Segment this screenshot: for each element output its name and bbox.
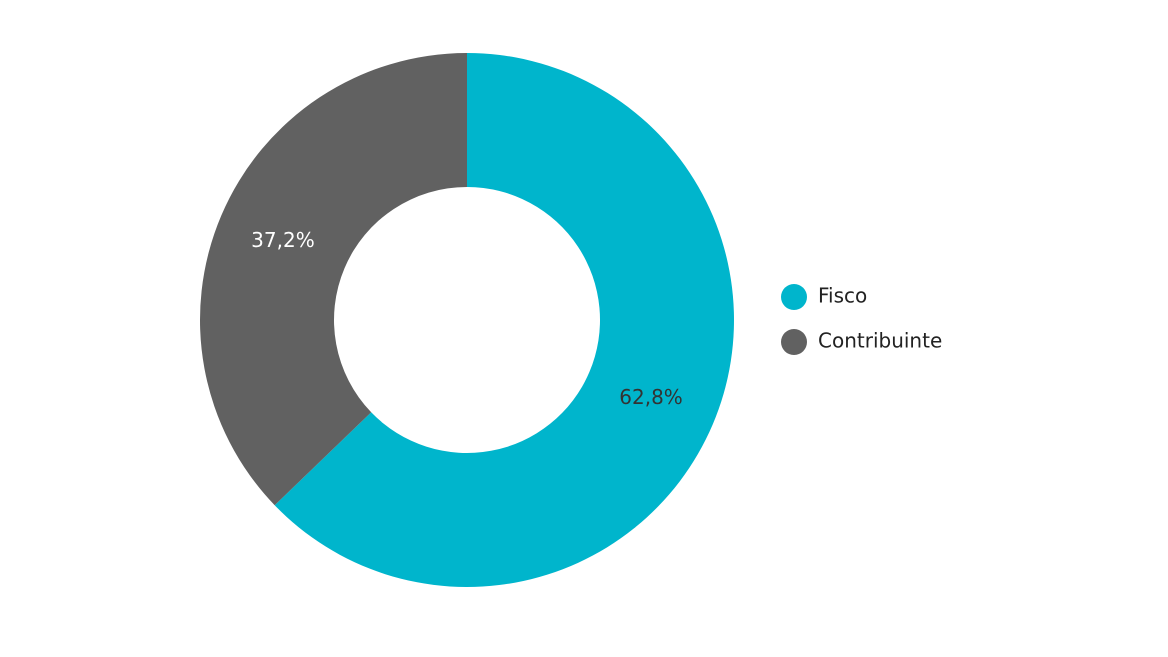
data-label: 37,2%	[251, 228, 315, 252]
donut-slice	[199, 53, 467, 506]
legend-swatch	[781, 284, 807, 310]
donut-slice	[274, 53, 734, 587]
legend-swatch	[781, 329, 807, 355]
legend-label: Fisco	[818, 284, 867, 308]
legend-label: Contribuinte	[818, 329, 942, 353]
data-label: 62,8%	[619, 385, 683, 409]
